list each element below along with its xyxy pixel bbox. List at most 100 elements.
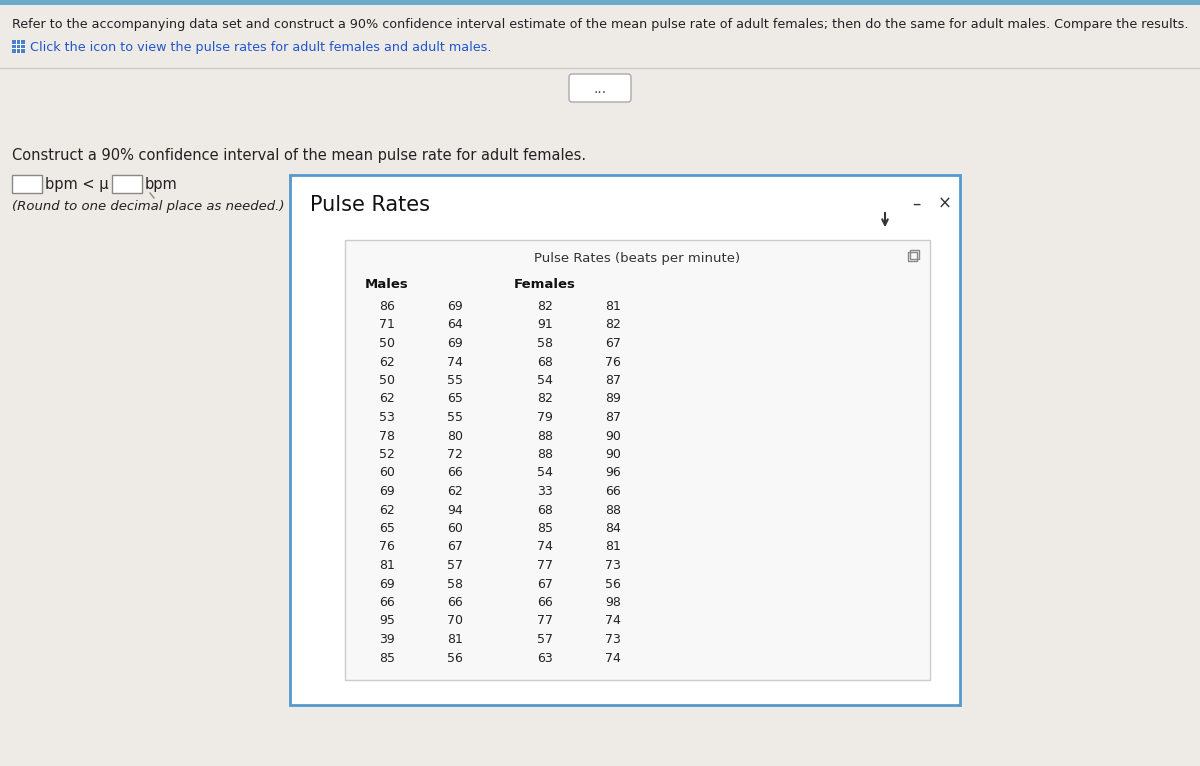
Text: 85: 85 — [379, 652, 395, 664]
Text: 60: 60 — [448, 522, 463, 535]
Bar — [908, 252, 917, 261]
Text: 62: 62 — [379, 392, 395, 405]
Bar — [12, 40, 25, 53]
Text: bpm: bpm — [145, 176, 178, 192]
Text: 66: 66 — [448, 466, 463, 480]
Bar — [290, 175, 960, 705]
Text: 76: 76 — [605, 355, 620, 368]
Text: 76: 76 — [379, 541, 395, 554]
Text: 69: 69 — [379, 485, 395, 498]
Text: 81: 81 — [605, 541, 620, 554]
Text: 78: 78 — [379, 430, 395, 443]
Text: 69: 69 — [379, 578, 395, 591]
Text: Click the icon to view the pulse rates for adult females and adult males.: Click the icon to view the pulse rates f… — [30, 41, 492, 54]
Text: 66: 66 — [605, 485, 620, 498]
Text: 84: 84 — [605, 522, 620, 535]
Text: 52: 52 — [379, 448, 395, 461]
Text: 74: 74 — [448, 355, 463, 368]
Text: bpm < μ <: bpm < μ < — [46, 176, 126, 192]
Text: Pulse Rates: Pulse Rates — [310, 195, 430, 215]
Text: 87: 87 — [605, 411, 622, 424]
Text: 58: 58 — [538, 337, 553, 350]
Text: 56: 56 — [605, 578, 620, 591]
Text: 72: 72 — [448, 448, 463, 461]
Text: Pulse Rates (beats per minute): Pulse Rates (beats per minute) — [534, 252, 740, 265]
Text: 70: 70 — [446, 614, 463, 627]
Text: 82: 82 — [538, 392, 553, 405]
Text: 67: 67 — [605, 337, 620, 350]
Text: 79: 79 — [538, 411, 553, 424]
Text: 71: 71 — [379, 319, 395, 332]
Text: 81: 81 — [605, 300, 620, 313]
Text: 56: 56 — [448, 652, 463, 664]
Text: 50: 50 — [379, 374, 395, 387]
Text: 63: 63 — [538, 652, 553, 664]
Text: 66: 66 — [379, 596, 395, 609]
Text: 67: 67 — [538, 578, 553, 591]
Text: 96: 96 — [605, 466, 620, 480]
Text: 81: 81 — [448, 633, 463, 646]
Text: 65: 65 — [379, 522, 395, 535]
Text: 66: 66 — [538, 596, 553, 609]
Text: Females: Females — [514, 278, 576, 291]
Text: Refer to the accompanying data set and construct a 90% confidence interval estim: Refer to the accompanying data set and c… — [12, 18, 1188, 31]
Text: 94: 94 — [448, 503, 463, 516]
Text: 68: 68 — [538, 503, 553, 516]
Text: 90: 90 — [605, 430, 620, 443]
Text: ×: × — [938, 195, 952, 213]
Bar — [12, 175, 42, 193]
FancyBboxPatch shape — [569, 74, 631, 102]
Text: 90: 90 — [605, 448, 620, 461]
Text: 74: 74 — [605, 652, 620, 664]
Text: 55: 55 — [446, 374, 463, 387]
Text: 98: 98 — [605, 596, 620, 609]
Text: 69: 69 — [448, 300, 463, 313]
Text: 77: 77 — [538, 614, 553, 627]
Text: 57: 57 — [446, 559, 463, 572]
Text: 53: 53 — [379, 411, 395, 424]
Text: 82: 82 — [538, 300, 553, 313]
Text: 67: 67 — [448, 541, 463, 554]
Text: 64: 64 — [448, 319, 463, 332]
Text: 95: 95 — [379, 614, 395, 627]
Text: 66: 66 — [448, 596, 463, 609]
Text: 54: 54 — [538, 466, 553, 480]
Bar — [112, 175, 142, 193]
Text: (Round to one decimal place as needed.): (Round to one decimal place as needed.) — [12, 200, 284, 213]
Text: 39: 39 — [379, 633, 395, 646]
Text: 85: 85 — [538, 522, 553, 535]
Text: 86: 86 — [379, 300, 395, 313]
Text: 88: 88 — [538, 430, 553, 443]
Text: 62: 62 — [448, 485, 463, 498]
Text: 69: 69 — [448, 337, 463, 350]
Text: –: – — [912, 195, 920, 213]
Text: 82: 82 — [605, 319, 620, 332]
Text: 68: 68 — [538, 355, 553, 368]
Text: 80: 80 — [446, 430, 463, 443]
Text: 89: 89 — [605, 392, 620, 405]
Text: 60: 60 — [379, 466, 395, 480]
Text: Males: Males — [365, 278, 409, 291]
Text: ...: ... — [594, 82, 606, 96]
Text: 77: 77 — [538, 559, 553, 572]
Text: 62: 62 — [379, 503, 395, 516]
Bar — [0, 0, 1200, 5]
Text: 74: 74 — [605, 614, 620, 627]
Text: 33: 33 — [538, 485, 553, 498]
Text: 58: 58 — [446, 578, 463, 591]
Text: 50: 50 — [379, 337, 395, 350]
Bar — [910, 250, 919, 259]
Text: 81: 81 — [379, 559, 395, 572]
Text: 73: 73 — [605, 559, 620, 572]
Text: 73: 73 — [605, 633, 620, 646]
Text: 91: 91 — [538, 319, 553, 332]
Text: 54: 54 — [538, 374, 553, 387]
Text: 62: 62 — [379, 355, 395, 368]
Text: 88: 88 — [605, 503, 622, 516]
Text: 55: 55 — [446, 411, 463, 424]
Text: 57: 57 — [538, 633, 553, 646]
Bar — [346, 240, 930, 680]
Text: 65: 65 — [448, 392, 463, 405]
Text: 88: 88 — [538, 448, 553, 461]
Text: 87: 87 — [605, 374, 622, 387]
